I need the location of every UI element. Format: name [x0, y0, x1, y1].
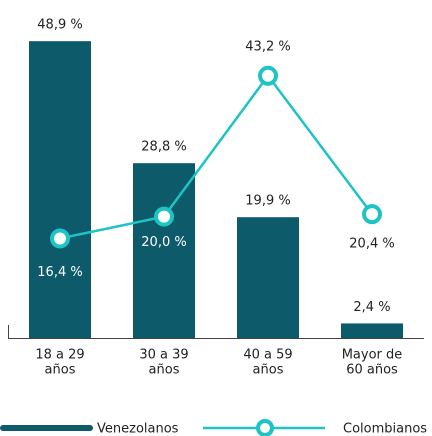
bar-value-label: 2,4 %: [353, 300, 390, 315]
line-value-label: 43,2 %: [245, 39, 290, 54]
x-tick-label: 18 a 29: [35, 348, 84, 363]
line-value-label: 20,0 %: [141, 235, 186, 250]
line-value-label: 20,4 %: [349, 237, 394, 252]
line-marker: [50, 228, 70, 249]
bar: [237, 217, 299, 338]
legend-label: Venezolanos: [97, 422, 179, 436]
line-marker: [362, 204, 382, 225]
x-tick-label: años: [45, 363, 76, 378]
legend-swatch: [256, 419, 274, 436]
line-marker: [154, 206, 174, 227]
line-value-label: 16,4 %: [37, 265, 82, 280]
x-tick-label: años: [253, 363, 284, 378]
bar: [133, 163, 195, 338]
bar-value-label: 48,9 %: [37, 18, 82, 33]
line: [59, 73, 373, 240]
line-marker: [258, 65, 278, 86]
bar-value-label: 19,9 %: [245, 194, 290, 209]
x-tick-label: Mayor de: [342, 348, 403, 363]
x-tick-label: años: [149, 363, 180, 378]
x-tick-label: 60 años: [346, 363, 398, 378]
bar: [29, 41, 91, 338]
x-tick-label: 30 a 39: [139, 348, 188, 363]
legend-label: Colombianos: [343, 422, 427, 436]
bar-value-label: 28,8 %: [141, 140, 186, 155]
x-tick-label: 40 a 59: [243, 348, 292, 363]
bar: [341, 323, 403, 338]
